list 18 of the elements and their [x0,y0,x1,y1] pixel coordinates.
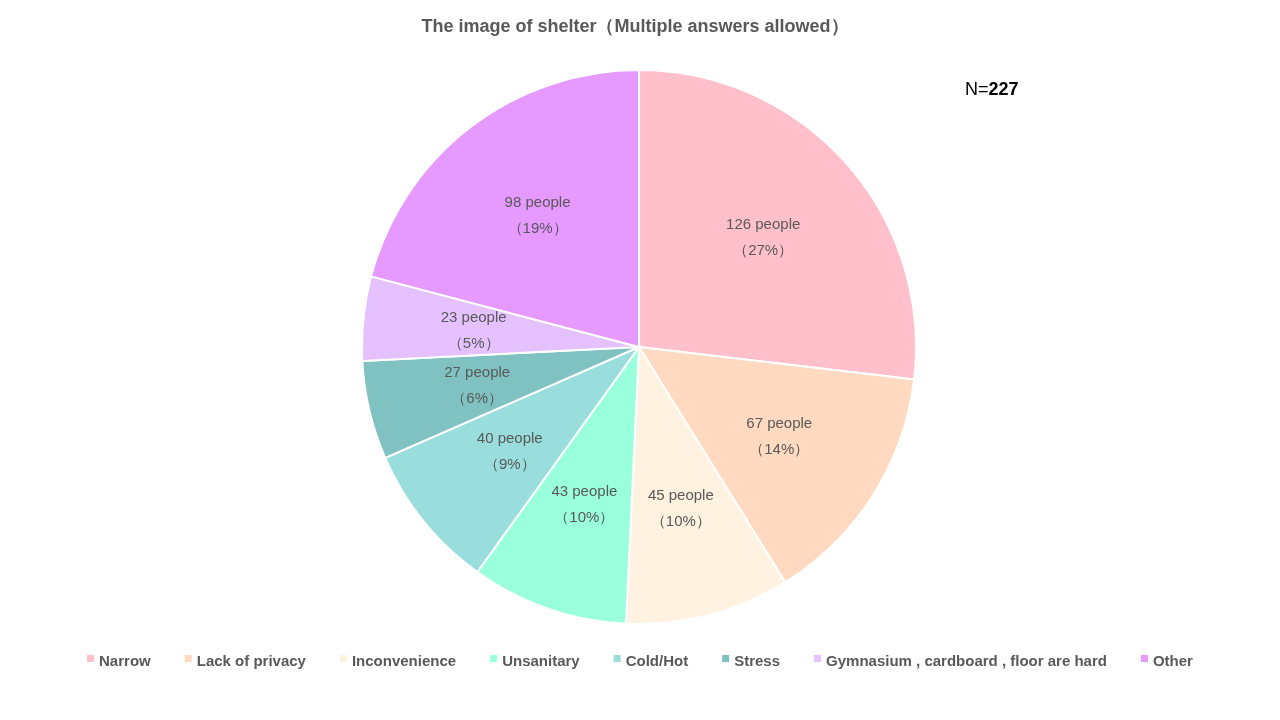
data-label: 40 people（9%） [476,429,543,473]
legend-label: Gymnasium , cardboard , floor are hard [826,652,1107,669]
legend-label: Cold/Hot [625,652,689,669]
chart-title: The image of shelter（Multiple answers allowed） [421,16,849,36]
legend-label: Unsanitary [502,652,581,669]
legend-label: Other [1152,652,1194,669]
legend-label: Inconvenience [351,652,457,669]
data-label: 23 people（5%） [440,307,507,351]
data-label: 98 people（19%） [504,193,571,237]
text: N=227 [965,79,1019,99]
data-label: 43 people（10%） [551,481,618,525]
data-label: 67 people（14%） [746,414,813,458]
data-label: 27 people（6%） [444,363,511,407]
data-label: 45 people（10%） [647,485,714,529]
data-label: 126 people（27%） [726,214,801,258]
legend-label: Stress [734,652,781,669]
legend-label: Lack of privacy [196,652,307,669]
legend-label: Narrow [99,652,152,669]
